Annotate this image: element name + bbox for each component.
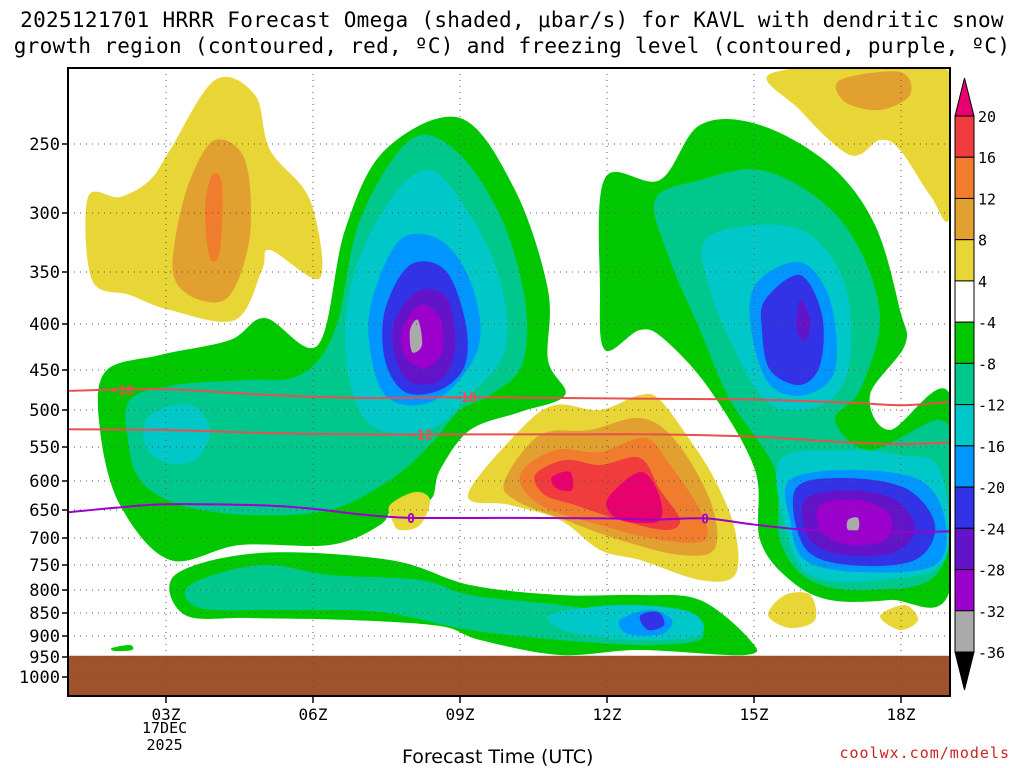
colorbar-segment-1 (954, 115, 975, 158)
colorbar-segment-8 (954, 404, 975, 447)
colorbar-label--24: -24 (978, 520, 1005, 538)
colorbar-label-12: 12 (978, 190, 996, 208)
x-tick-label-03Z: 03Z (152, 705, 181, 724)
y-tick-label-700: 700 (29, 529, 60, 549)
contour-label--12-0: -12 (409, 428, 432, 443)
y-tick-label-850: 850 (29, 604, 60, 624)
omega-minus-32-main (409, 319, 423, 353)
contour-line-0 (68, 503, 950, 534)
site-credit: coolwx.com/models (839, 744, 1010, 762)
omega-shading (85, 68, 950, 656)
x-tick-label-06Z: 06Z (299, 705, 328, 724)
time-axis: 03Z 06Z 09Z 12Z 15Z 18Z (152, 696, 916, 724)
omega-minus-20-lower-spot (639, 611, 665, 631)
colorbar-segment-2 (954, 156, 975, 199)
omega-plus-8-northeast (835, 71, 912, 111)
y-tick-label-600: 600 (29, 472, 60, 492)
colorbar-segment-6 (954, 321, 975, 364)
y-tick-label-800: 800 (29, 581, 60, 601)
colorbar-segment-9 (954, 445, 975, 488)
omega-plus-12-west (204, 172, 223, 262)
chart-title-line-1: 2025121701 HRRR Forecast Omega (shaded, … (20, 8, 1004, 32)
y-tick-label-750: 750 (29, 556, 60, 576)
contour-label-0-1: 0 (701, 512, 709, 527)
y-tick-label-650: 650 (29, 501, 60, 521)
contour-label--18-1: -18 (453, 391, 477, 406)
x-tick-label-18Z: 18Z (887, 705, 916, 724)
y-tick-label-550: 550 (29, 438, 60, 458)
colorbar-label-16: 16 (978, 149, 996, 167)
y-tick-label-400: 400 (29, 315, 60, 335)
descent-spot-far-right (879, 604, 919, 631)
colorbar-segment-4 (954, 239, 975, 282)
descent-region-northeast (766, 68, 950, 222)
y-tick-label-950: 950 (29, 648, 60, 668)
colorbar-label-20: 20 (978, 108, 996, 126)
omega-colorbar: 20 16 12 8 4 -4 -8 -12 -16 -20 -24 -28 -32 -36 (954, 77, 1005, 691)
x-tick-label-09Z: 09Z (446, 705, 475, 724)
y-tick-label-450: 450 (29, 361, 60, 381)
omega-minus-12-west (143, 404, 211, 464)
contour-lines: -18 -18 -12 0 0 (68, 384, 950, 534)
colorbar-label--8: -8 (978, 355, 996, 373)
colorbar-label-8: 8 (978, 232, 987, 250)
colorbar-segment-7 (954, 362, 975, 406)
chart-title-line-2: growth region (contoured, red, ºC) and f… (13, 34, 1011, 58)
colorbar-segment-13 (954, 610, 975, 653)
x-tick-label-15Z: 15Z (740, 705, 769, 724)
x-axis-title: Forecast Time (UTC) (402, 746, 594, 768)
colorbar-label-4: 4 (978, 273, 987, 291)
contour-label--18-0: -18 (110, 384, 134, 399)
date-year: 2025 (146, 736, 183, 754)
contour-line--12 (68, 428, 950, 446)
colorbar-label--28: -28 (978, 562, 1005, 580)
colorbar-label--4: -4 (978, 314, 996, 332)
colorbar-label--20: -20 (978, 479, 1005, 497)
y-tick-label-1000: 1000 (19, 668, 60, 688)
colorbar-top-arrow (954, 77, 975, 117)
y-tick-label-350: 350 (29, 263, 60, 283)
y-tick-label-250: 250 (29, 135, 60, 155)
omega-minus-24-right-upper (796, 299, 811, 341)
y-tick-label-300: 300 (29, 204, 60, 224)
terrain-fill (68, 655, 950, 696)
omega-minus-20-right-upper (760, 274, 824, 386)
date-day-month: 17DEC (142, 719, 188, 737)
contour-label-0-0: 0 (407, 512, 415, 527)
descent-spot-right-low (767, 592, 817, 629)
colorbar-bottom-arrow (954, 651, 975, 691)
colorbar-label--32: -32 (978, 603, 1005, 621)
x-tick-label-12Z: 12Z (593, 705, 622, 724)
descent-spot-08z (388, 491, 431, 531)
colorbar-label--36: -36 (978, 644, 1005, 662)
colorbar-segment-10 (954, 486, 975, 529)
plot-frame (67, 67, 951, 697)
pressure-axis: 250 300 350 400 450 500 550 600 650 700 750 800 850 9… (19, 135, 68, 688)
y-tick-label-500: 500 (29, 401, 60, 421)
colorbar-label--12: -12 (978, 397, 1005, 415)
y-tick-label-900: 900 (29, 627, 60, 647)
contour-line--18 (68, 388, 950, 407)
omega-minus-32-right-lower (846, 517, 860, 532)
omega-plus-20-center-west (551, 471, 574, 492)
colorbar-segment-12 (954, 569, 975, 612)
colorbar-segment-5 (954, 280, 975, 323)
colorbar-segment-11 (954, 527, 975, 571)
start-date-label: 17DEC 2025 (142, 720, 187, 754)
colorbar-segment-3 (954, 197, 975, 241)
ascent-speck-low (110, 644, 134, 652)
colorbar-label--16: -16 (978, 438, 1005, 456)
omega-minus-28-main (400, 304, 444, 369)
